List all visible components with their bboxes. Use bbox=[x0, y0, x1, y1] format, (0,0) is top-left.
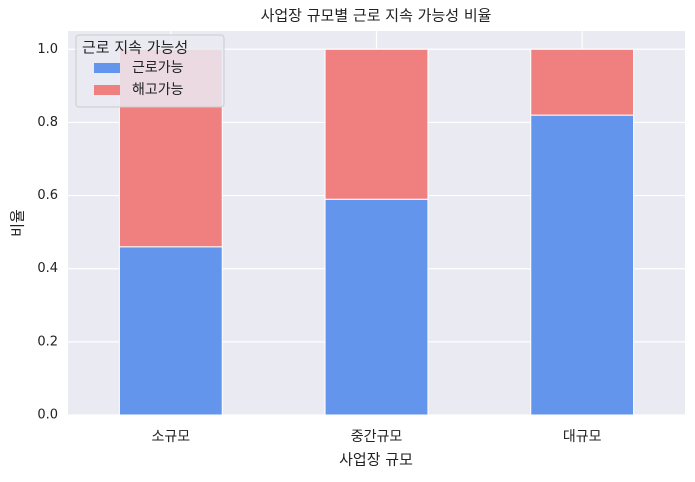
y-tick-label: 0.2 bbox=[37, 334, 58, 349]
y-axis-label: 비율 bbox=[9, 209, 27, 237]
bar-segment bbox=[118, 246, 223, 416]
x-axis-label: 사업장 규모 bbox=[339, 451, 413, 469]
x-tick-label: 중간규모 bbox=[351, 429, 403, 445]
x-tick-label: 소규모 bbox=[152, 429, 191, 445]
y-tick-label: 0.6 bbox=[37, 188, 58, 203]
y-tick-label: 0.0 bbox=[37, 408, 58, 423]
bar-segment bbox=[530, 114, 635, 416]
legend-swatch bbox=[94, 63, 120, 73]
y-tick-label: 0.8 bbox=[37, 115, 58, 130]
x-tick-label: 대규모 bbox=[563, 429, 602, 445]
bar-segment bbox=[324, 198, 429, 416]
legend-label: 근로가능 bbox=[132, 60, 184, 76]
y-tick-label: 1.0 bbox=[37, 42, 58, 57]
bar-segment bbox=[324, 48, 429, 200]
bar-segment bbox=[530, 48, 635, 116]
legend-title: 근로 지속 가능성 bbox=[82, 39, 188, 57]
y-tick-label: 0.4 bbox=[37, 261, 58, 276]
chart-title: 사업장 규모별 근로 지속 가능성 비율 bbox=[261, 7, 492, 25]
legend-label: 해고가능 bbox=[132, 82, 184, 98]
legend-swatch bbox=[94, 85, 120, 95]
